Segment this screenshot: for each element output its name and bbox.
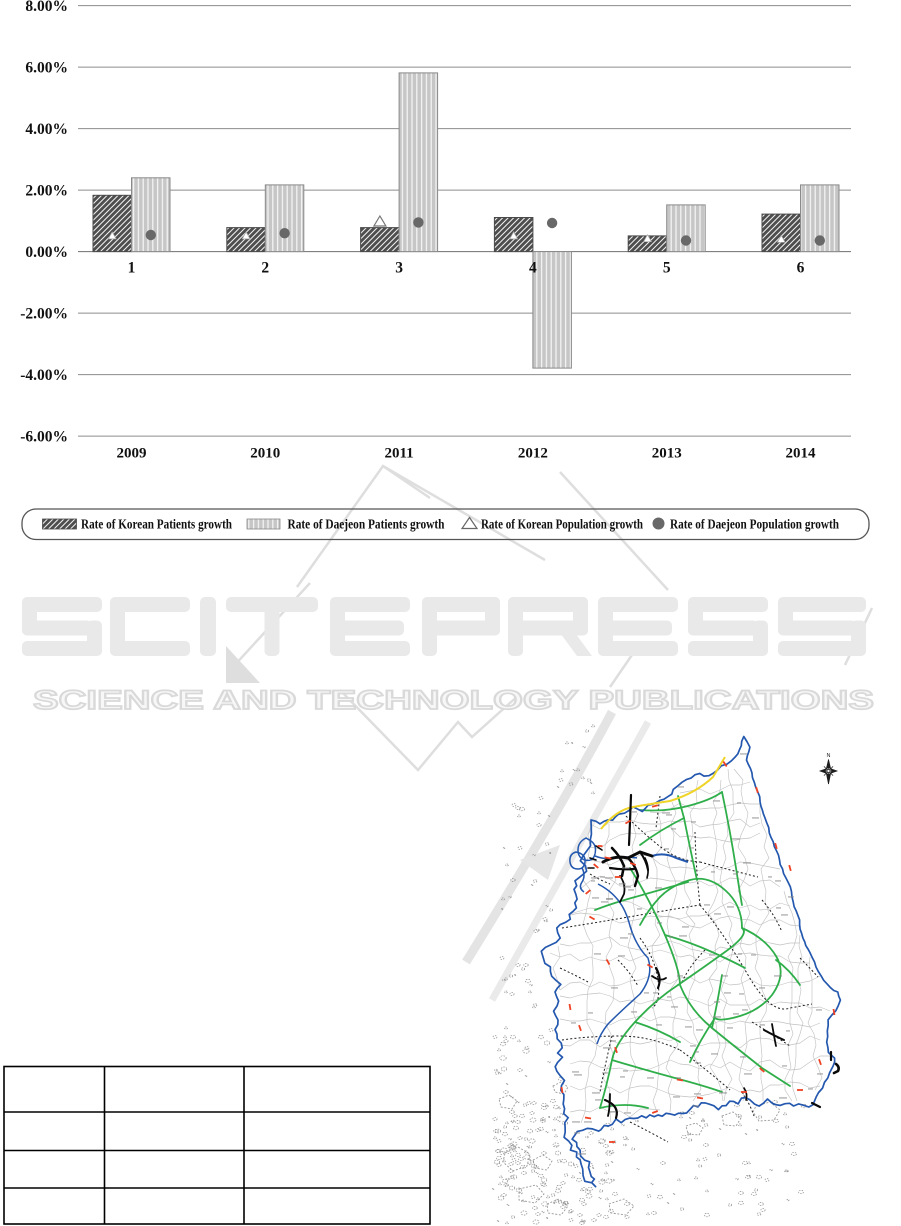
svg-text:8.00%: 8.00% <box>25 0 68 15</box>
svg-text:SCIENCE AND TECHNOLOGY PUBLICA: SCIENCE AND TECHNOLOGY PUBLICATIONS <box>33 685 874 715</box>
svg-text:2013: 2013 <box>652 446 682 462</box>
svg-text:2009: 2009 <box>117 446 147 462</box>
svg-text:-2.00%: -2.00% <box>20 305 68 322</box>
svg-text:2012: 2012 <box>518 446 548 462</box>
svg-text:3: 3 <box>395 260 403 277</box>
svg-text:2011: 2011 <box>385 446 414 462</box>
svg-text:Rate of Daejeon Population gro: Rate of Daejeon Population growth <box>670 518 839 533</box>
svg-text:4: 4 <box>529 260 537 277</box>
svg-text:-4.00%: -4.00% <box>20 367 68 384</box>
svg-text:1: 1 <box>128 260 136 277</box>
svg-text:Rate of Daejeon Patients grow: Rate of Daejeon Patients growth <box>288 518 445 533</box>
svg-text:2014: 2014 <box>786 446 817 462</box>
svg-text:6: 6 <box>797 260 805 277</box>
svg-text:5: 5 <box>663 260 671 277</box>
svg-text:Rate of Korean Patients growth: Rate of Korean Patients growth <box>81 518 232 533</box>
svg-text:6.00%: 6.00% <box>25 59 68 76</box>
svg-text:4.00%: 4.00% <box>25 121 68 138</box>
svg-text:N: N <box>827 753 831 759</box>
svg-text:2.00%: 2.00% <box>25 182 68 199</box>
svg-text:2010: 2010 <box>250 446 280 462</box>
svg-text:2: 2 <box>261 260 269 277</box>
svg-text:Rate of Korean Population grow: Rate of Korean Population growth <box>481 518 643 533</box>
svg-text:-6.00%: -6.00% <box>20 428 68 445</box>
svg-text:0.00%: 0.00% <box>25 244 68 261</box>
